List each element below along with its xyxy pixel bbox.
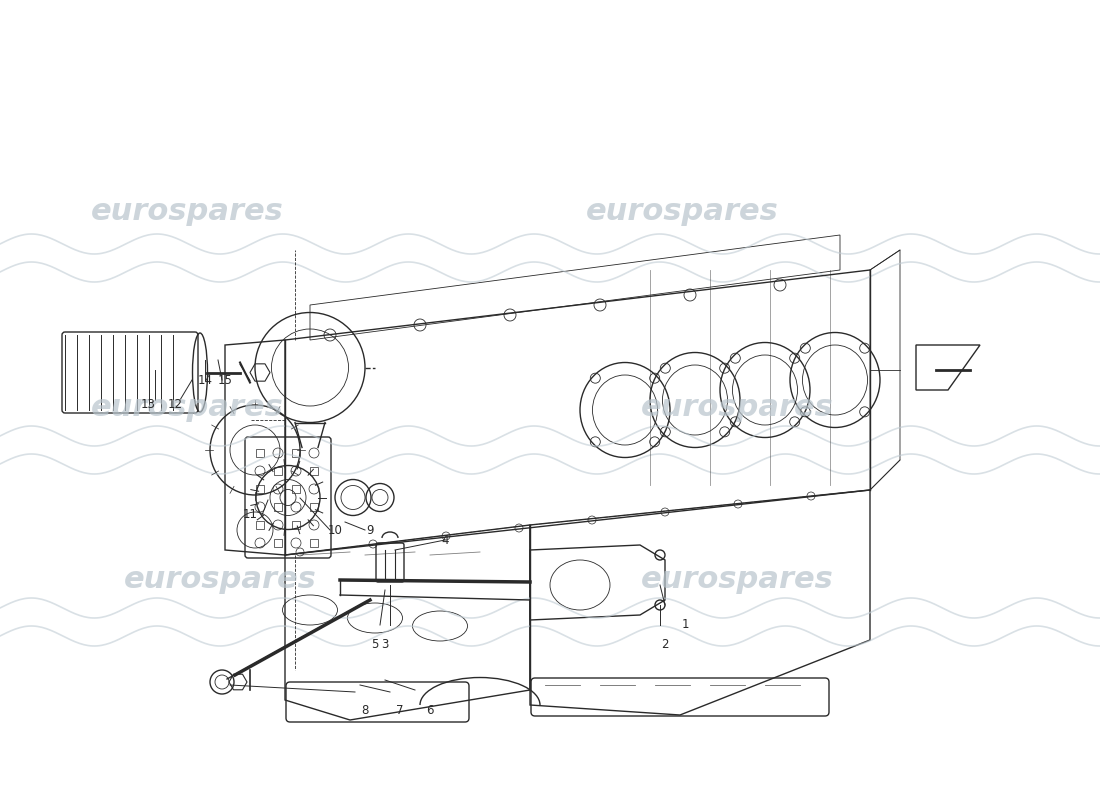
Text: 3: 3 [382, 638, 388, 651]
Text: 5: 5 [372, 638, 378, 651]
Bar [310, 503, 318, 511]
Bar [292, 521, 300, 529]
Bar [310, 539, 318, 547]
Bar [310, 467, 318, 475]
Bar [292, 485, 300, 493]
Text: eurospares: eurospares [585, 198, 779, 226]
Text: 1: 1 [681, 618, 689, 631]
Text: 8: 8 [361, 703, 368, 717]
Text: 6: 6 [427, 703, 433, 717]
Text: 12: 12 [167, 398, 183, 411]
Text: 4: 4 [441, 534, 449, 546]
Text: 2: 2 [661, 638, 669, 651]
Bar [292, 449, 300, 457]
Bar [274, 467, 282, 475]
Text: 15: 15 [218, 374, 232, 386]
Text: 11: 11 [242, 509, 257, 522]
Bar [256, 449, 264, 457]
Text: 10: 10 [328, 523, 342, 537]
Bar [256, 521, 264, 529]
Bar [256, 485, 264, 493]
Text: eurospares: eurospares [640, 566, 834, 594]
Text: 7: 7 [396, 703, 404, 717]
Text: 14: 14 [198, 374, 212, 386]
Text: eurospares: eurospares [90, 394, 284, 422]
Bar [274, 503, 282, 511]
Text: 13: 13 [141, 398, 155, 411]
Text: eurospares: eurospares [90, 198, 284, 226]
Text: 9: 9 [366, 523, 374, 537]
Bar [274, 539, 282, 547]
Text: eurospares: eurospares [640, 394, 834, 422]
Text: eurospares: eurospares [123, 566, 317, 594]
